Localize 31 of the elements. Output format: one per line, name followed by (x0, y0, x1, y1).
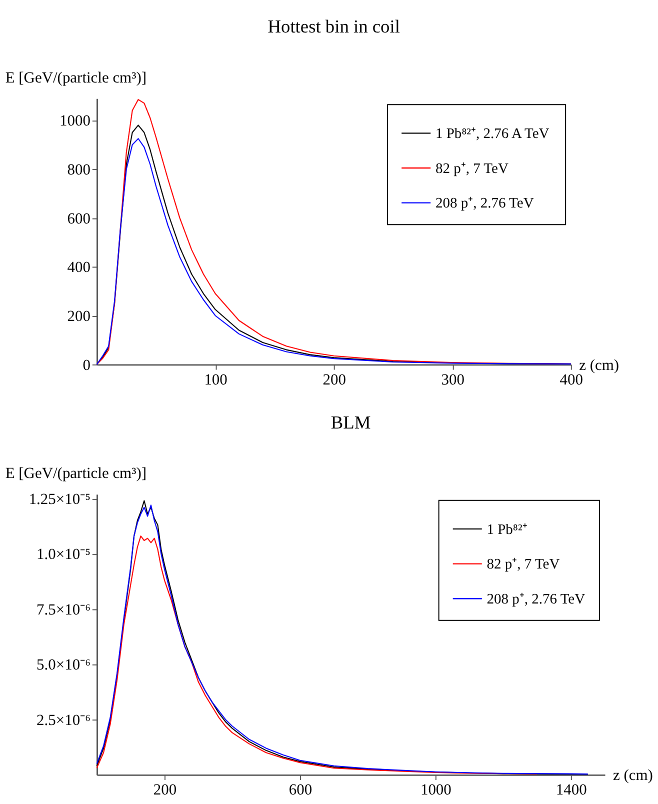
y-tick-label: 600 (67, 210, 91, 228)
y-axis-title: E [GeV/(particle cm³)] (5, 465, 147, 482)
legend-label: 208 p⁺, 2.76 TeV (486, 591, 586, 608)
y-tick-label: 800 (67, 161, 91, 178)
chart-title: Hottest bin in coil (268, 16, 400, 37)
legend-label: 82 p⁺, 7 TeV (435, 160, 509, 177)
y-axis-title: E [GeV/(particle cm³)] (5, 69, 147, 86)
y-tick-label: 1.25×10⁻⁵ (28, 490, 90, 508)
chart-title: BLM (330, 412, 371, 432)
legend-label: 1 Pb⁸²⁺, 2.76 A TeV (435, 126, 550, 142)
x-tick-label: 1400 (556, 782, 588, 799)
x-tick-label: 400 (560, 371, 584, 388)
x-tick-label: 100 (204, 371, 228, 388)
x-axis-title: z (cm) (579, 356, 620, 374)
y-tick-label: 0 (82, 356, 91, 374)
x-axis-title: z (cm) (613, 767, 653, 784)
legend-label: 208 p⁺, 2.76 TeV (435, 196, 534, 212)
x-tick-label: 200 (322, 371, 346, 388)
x-tick-label: 200 (153, 782, 177, 799)
legend-label: 82 p⁺, 7 TeV (486, 556, 560, 573)
legend-label: 1 Pb⁸²⁺ (486, 522, 528, 538)
x-tick-label: 300 (441, 371, 465, 388)
y-tick-label: 7.5×10⁻⁶ (36, 601, 90, 618)
x-tick-label: 1000 (420, 782, 452, 799)
y-tick-label: 1000 (60, 112, 91, 130)
y-tick-label: 2.5×10⁻⁶ (36, 712, 90, 729)
y-tick-label: 5.0×10⁻⁶ (36, 656, 90, 674)
y-tick-label: 400 (67, 259, 91, 276)
y-tick-label: 1.0×10⁻⁵ (36, 546, 90, 564)
x-tick-label: 600 (288, 782, 312, 799)
y-tick-label: 200 (67, 308, 91, 325)
